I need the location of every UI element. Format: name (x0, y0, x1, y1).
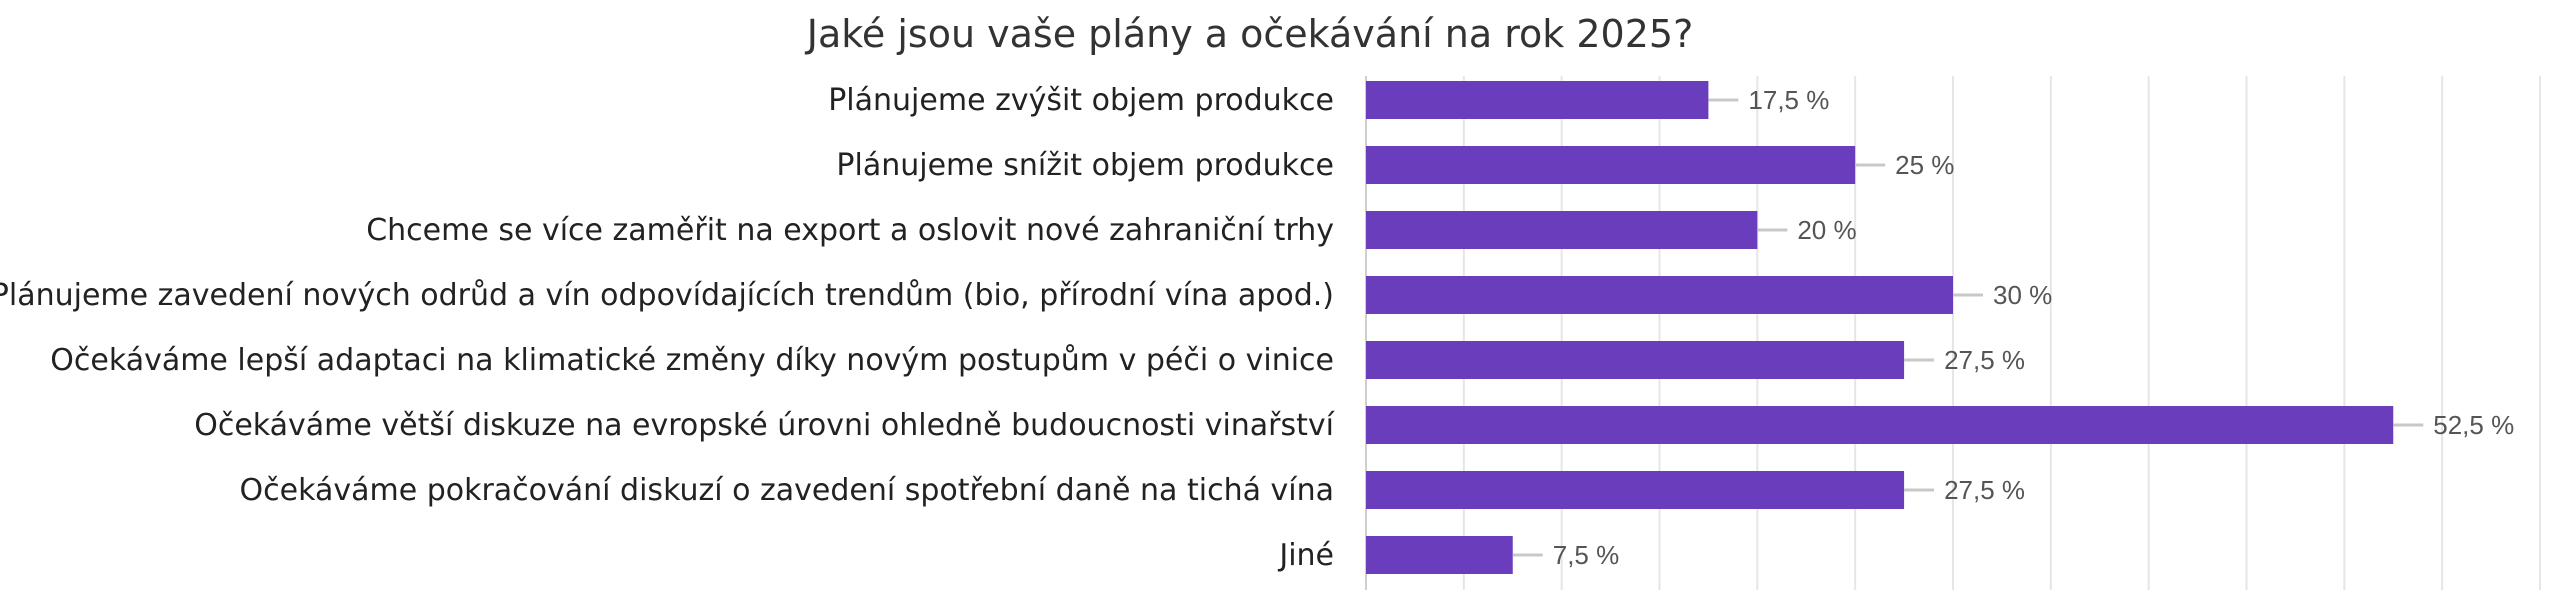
value-label: 7,5 % (1553, 540, 1620, 570)
value-label: 52,5 % (2433, 410, 2514, 440)
bar (1366, 341, 1905, 379)
bar (1366, 406, 2394, 444)
category-label: Plánujeme zvýšit objem produkce (828, 83, 1334, 118)
category-label: Chceme se více zaměřit na export a oslov… (366, 213, 1334, 248)
value-label: 25 % (1895, 150, 1954, 180)
bar (1366, 536, 1513, 574)
value-label: 27,5 % (1944, 345, 2025, 375)
bar (1366, 211, 1758, 249)
bar (1366, 146, 1856, 184)
category-label: Očekáváme větší diskuze na evropské úrov… (194, 408, 1335, 443)
category-label: Očekáváme lepší adaptaci na klimatické z… (50, 343, 1334, 378)
value-label: 30 % (1993, 280, 2052, 310)
value-labels: 17,5 % 25 % 20 % 30 % 27,5 % 52,5 % 27,5 % 7,5 … (1512, 85, 2514, 570)
chart-title: Jaké jsou vaše plány a očekávání na rok … (805, 12, 1693, 56)
bars (1366, 81, 2394, 574)
bar (1366, 276, 1953, 314)
value-label: 17,5 % (1748, 85, 1829, 115)
category-labels: Plánujeme zvýšit objem produkce Plánujeme… (0, 83, 1336, 573)
bar (1366, 471, 1905, 509)
value-label: 20 % (1797, 215, 1856, 245)
bar (1366, 81, 1709, 119)
value-label: 27,5 % (1944, 475, 2025, 505)
category-label: Jiné (1277, 538, 1334, 573)
category-label: Plánujeme zavedení nových odrůd a vín od… (0, 278, 1334, 313)
category-label: Plánujeme snížit objem produkce (836, 148, 1334, 183)
category-label: Očekáváme pokračování diskuzí o zavedení… (240, 473, 1334, 508)
